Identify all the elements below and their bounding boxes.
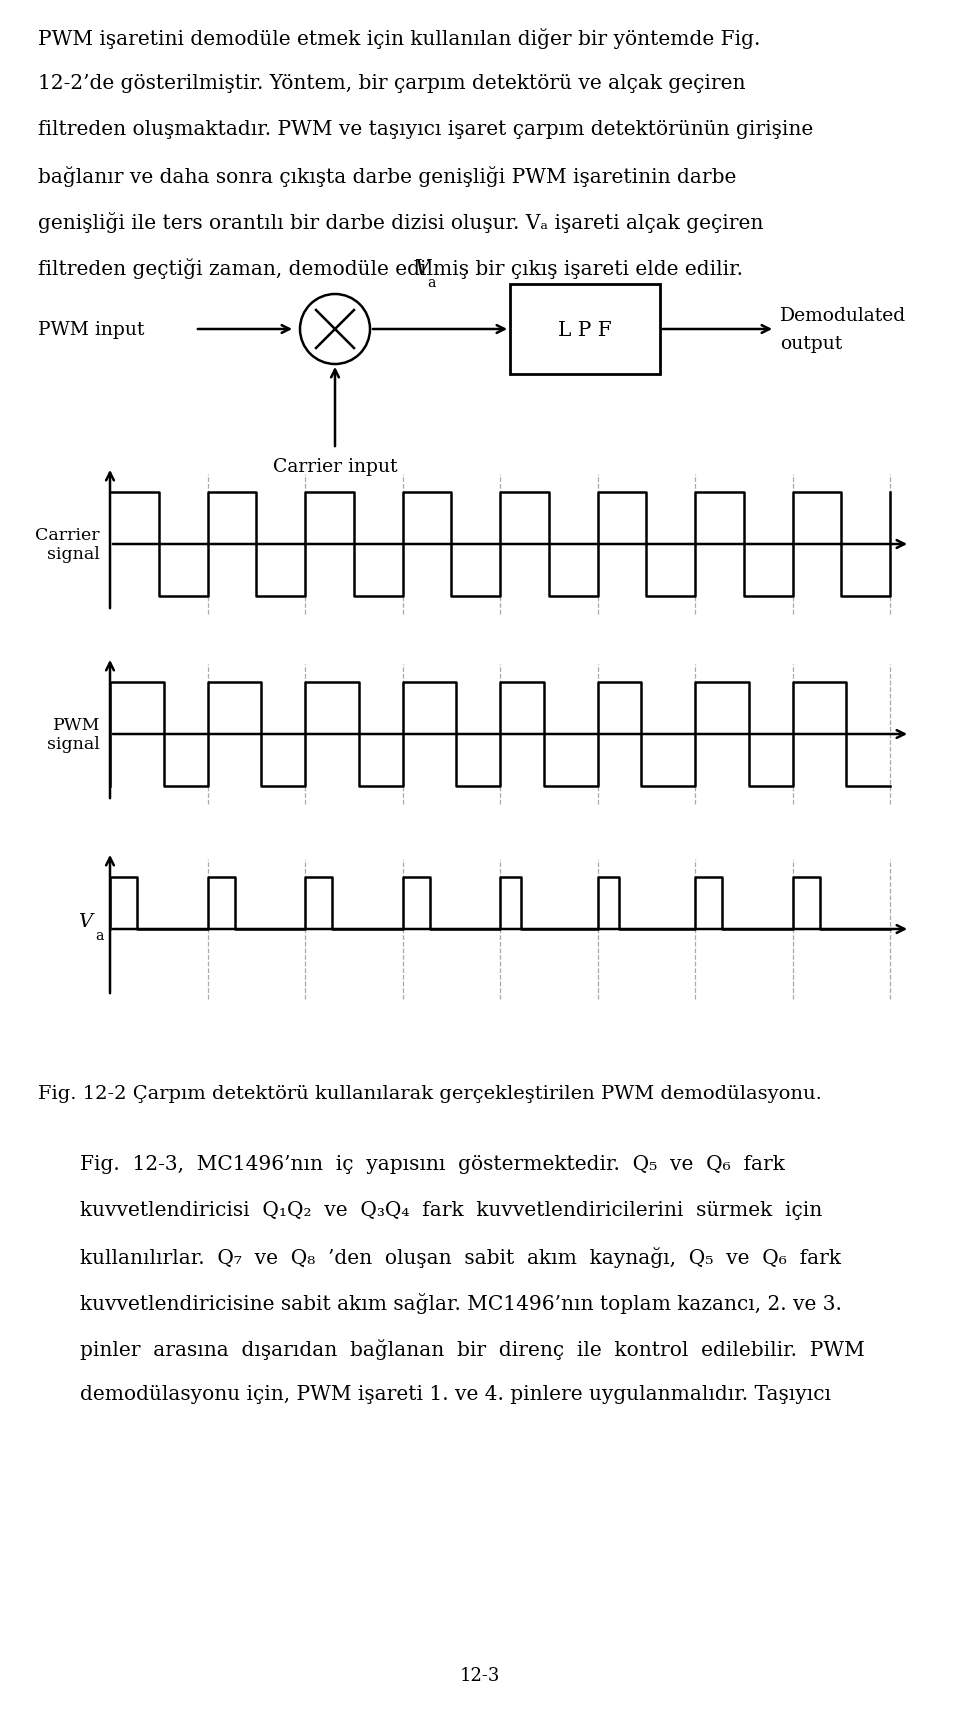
Text: Fig. 12-2 Çarpım detektörü kullanılarak gerçekleştirilen PWM demodülasyonu.: Fig. 12-2 Çarpım detektörü kullanılarak … bbox=[38, 1085, 822, 1102]
Text: Carrier input: Carrier input bbox=[273, 458, 397, 476]
Text: V: V bbox=[415, 259, 430, 278]
Text: kuvvetlendiricisi  Q₁Q₂  ve  Q₃Q₄  fark  kuvvetlendiricilerini  sürmek  için: kuvvetlendiricisi Q₁Q₂ ve Q₃Q₄ fark kuvv… bbox=[80, 1200, 823, 1219]
Text: a: a bbox=[96, 929, 104, 943]
Text: Fig.  12-3,  MC1496’nın  iç  yapısını  göstermektedir.  Q₅  ve  Q₆  fark: Fig. 12-3, MC1496’nın iç yapısını göster… bbox=[80, 1154, 785, 1174]
Text: genişliği ile ters orantılı bir darbe dizisi oluşur. Vₐ işareti alçak geçiren: genişliği ile ters orantılı bir darbe di… bbox=[38, 213, 763, 233]
Text: demodülasyonu için, PWM işareti 1. ve 4. pinlere uygulanmalıdır. Taşıyıcı: demodülasyonu için, PWM işareti 1. ve 4.… bbox=[80, 1385, 831, 1404]
FancyBboxPatch shape bbox=[510, 285, 660, 375]
Text: PWM
signal: PWM signal bbox=[47, 716, 100, 752]
Text: a: a bbox=[427, 276, 436, 290]
Text: filtreden oluşmaktadır. PWM ve taşıyıcı işaret çarpım detektörünün girişine: filtreden oluşmaktadır. PWM ve taşıyıcı … bbox=[38, 120, 813, 139]
Text: output: output bbox=[780, 334, 842, 353]
Text: filtreden geçtiği zaman, demodüle edilmiş bir çıkış işareti elde edilir.: filtreden geçtiği zaman, demodüle edilmi… bbox=[38, 257, 743, 279]
Text: bağlanır ve daha sonra çıkışta darbe genişliği PWM işaretinin darbe: bağlanır ve daha sonra çıkışta darbe gen… bbox=[38, 166, 736, 187]
Text: L P F: L P F bbox=[558, 321, 612, 339]
Text: Demodulated: Demodulated bbox=[780, 307, 906, 326]
Text: 12-2’de gösterilmiştir. Yöntem, bir çarpım detektörü ve alçak geçiren: 12-2’de gösterilmiştir. Yöntem, bir çarp… bbox=[38, 74, 746, 93]
Text: pinler  arasına  dışarıdan  bağlanan  bir  direnç  ile  kontrol  edilebilir.  PW: pinler arasına dışarıdan bağlanan bir di… bbox=[80, 1339, 865, 1359]
Text: kuvvetlendiricisine sabit akım sağlar. MC1496’nın toplam kazancı, 2. ve 3.: kuvvetlendiricisine sabit akım sağlar. M… bbox=[80, 1292, 842, 1313]
Text: PWM input: PWM input bbox=[38, 321, 144, 339]
Text: V: V bbox=[78, 912, 92, 931]
Text: 12-3: 12-3 bbox=[460, 1666, 500, 1685]
Text: Carrier
signal: Carrier signal bbox=[36, 526, 100, 562]
Text: kullanılırlar.  Q₇  ve  Q₈  ’den  oluşan  sabit  akım  kaynağı,  Q₅  ve  Q₆  far: kullanılırlar. Q₇ ve Q₈ ’den oluşan sabi… bbox=[80, 1246, 841, 1267]
Text: PWM işaretini demodüle etmek için kullanılan diğer bir yöntemde Fig.: PWM işaretini demodüle etmek için kullan… bbox=[38, 27, 760, 50]
